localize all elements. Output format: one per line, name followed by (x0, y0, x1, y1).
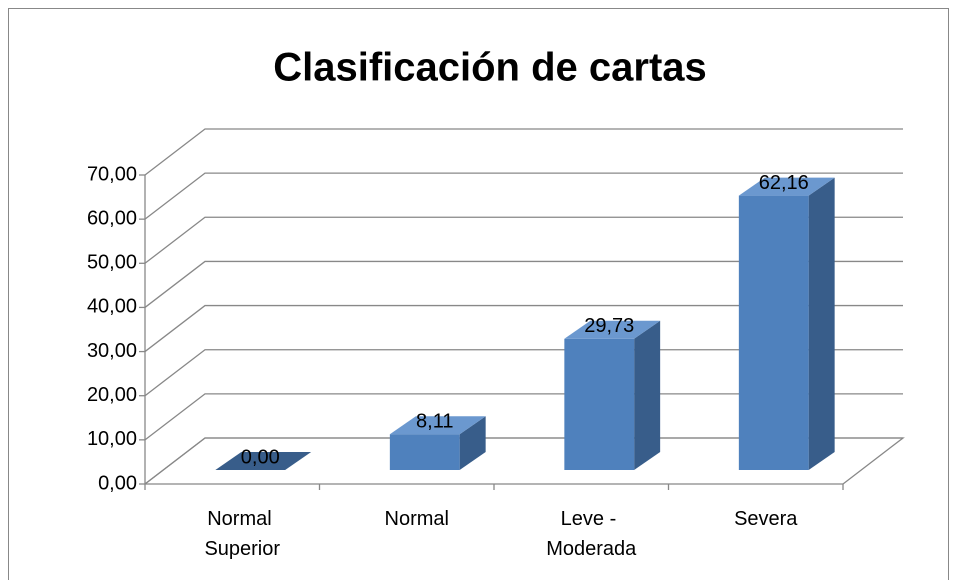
data-label: 29,73 (584, 315, 634, 337)
y-tick-label: 40,00 (87, 296, 137, 318)
y-tick-label: 20,00 (87, 384, 137, 406)
bar-top (564, 320, 661, 339)
y-tick-label: 70,00 (87, 163, 137, 185)
data-label: 8,11 (416, 410, 453, 432)
y-tick-label: 50,00 (87, 252, 137, 274)
x-tick-label: Leve - Moderada (546, 508, 637, 560)
bar-top (389, 416, 486, 435)
grid-line (144, 304, 903, 353)
bar (564, 338, 635, 470)
grid-line (144, 216, 903, 264)
bar-side (634, 320, 661, 470)
bar-top (215, 452, 312, 470)
chart-title: Clasificación de cartas (273, 46, 707, 90)
x-tick-label: Normal Superior (204, 508, 280, 560)
y-tick-label: 10,00 (87, 428, 137, 450)
grid-line (144, 393, 903, 441)
bar (389, 434, 460, 470)
bar-side (459, 416, 486, 470)
data-label: 0,00 (241, 446, 280, 468)
data-label: 62,16 (759, 172, 809, 194)
grid-line (144, 172, 903, 220)
x-tick-label: Severa (734, 508, 798, 530)
x-tick-label: Normal (385, 508, 449, 530)
grid-line (144, 260, 903, 308)
y-tick-label: 60,00 (87, 207, 137, 229)
bar (738, 195, 809, 470)
y-tick-label: 0,00 (98, 472, 137, 494)
bar-side (808, 177, 835, 470)
grid-line (144, 349, 903, 397)
grid-line (144, 128, 903, 176)
y-tick-label: 30,00 (87, 340, 137, 362)
chart-border (8, 8, 949, 580)
bar-top (738, 177, 835, 196)
grid-line (144, 437, 903, 485)
